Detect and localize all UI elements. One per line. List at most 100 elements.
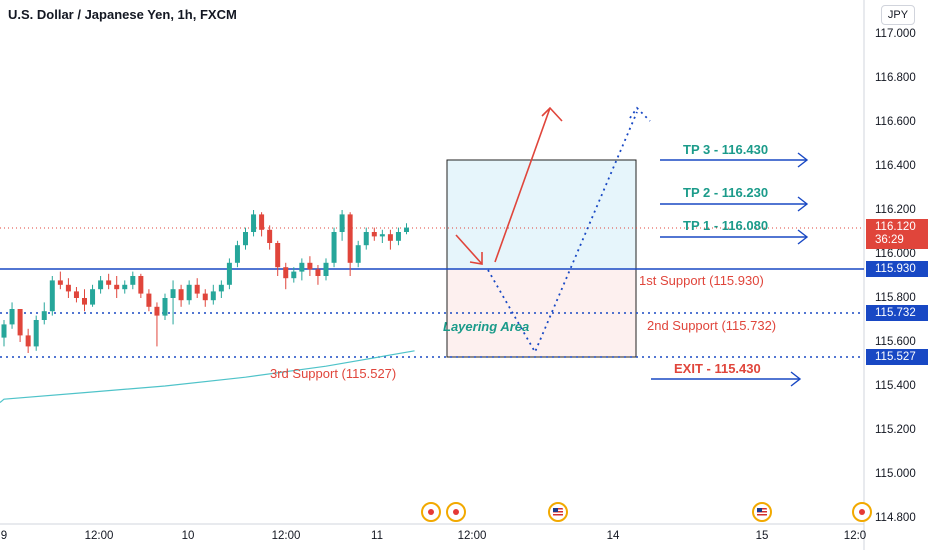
candle	[307, 256, 313, 276]
candle	[65, 278, 71, 298]
time-axis-tick: 12:00	[84, 530, 114, 542]
moving-average-line	[0, 350, 415, 403]
candle	[404, 223, 409, 235]
candle	[291, 267, 297, 283]
price-tag-support-3: 115.527	[866, 349, 928, 365]
target-zone	[446, 159, 637, 270]
candle	[315, 265, 321, 285]
candle	[122, 280, 128, 294]
support-3-label: 3rd Support (115.527)	[270, 366, 397, 381]
candle	[355, 240, 361, 268]
us-flag-event-icon[interactable]	[752, 502, 772, 522]
price-axis-tick: 114.800	[875, 512, 916, 524]
candle	[283, 262, 289, 290]
candle	[162, 293, 168, 320]
candle	[90, 284, 96, 307]
candle	[98, 276, 104, 294]
exit-arrow	[651, 371, 802, 387]
price-axis-tick: 116.000	[875, 248, 916, 260]
candle	[146, 289, 152, 312]
currency-badge[interactable]: JPY	[881, 5, 915, 25]
support-2-label: 2nd Support (115.732)	[647, 318, 777, 333]
tp3-label: TP 3 - 116.430	[683, 142, 769, 157]
candle	[73, 287, 79, 303]
price-tag-support-2: 115.732	[866, 305, 928, 321]
candle	[202, 289, 208, 307]
candle	[371, 227, 377, 241]
candle	[49, 276, 55, 316]
price-tag-current-value: 116.120	[875, 221, 916, 233]
price-tag-current: 116.120 36:29	[866, 219, 928, 249]
candle	[154, 302, 160, 347]
candle	[251, 210, 257, 237]
tp1-label: TP 1 - 116.080	[683, 218, 769, 233]
candle	[114, 276, 120, 298]
economic-event-icon[interactable]	[421, 502, 441, 522]
candle	[331, 227, 337, 268]
price-axis-tick: 115.200	[875, 424, 916, 436]
candle	[323, 258, 329, 281]
candle	[170, 280, 176, 325]
time-axis-tick: 15	[755, 530, 769, 542]
candle	[106, 273, 112, 290]
exit-label: EXIT - 115.430	[674, 361, 761, 376]
layering-area-label: Layering Area	[443, 319, 530, 334]
time-axis-tick: 10	[181, 530, 195, 542]
layering-path	[487, 106, 651, 355]
time-axis-tick: 9	[0, 530, 8, 542]
candle	[379, 229, 385, 243]
moving-average	[0, 350, 415, 403]
economic-event-icon[interactable]	[446, 502, 466, 522]
candle	[210, 284, 216, 305]
tp2-label: TP 2 - 116.230	[683, 185, 769, 200]
candle	[194, 278, 200, 298]
candle	[9, 302, 15, 329]
candle	[218, 280, 224, 298]
time-axis-tick: 11	[371, 530, 383, 542]
time-axis-tick: 12:00	[457, 530, 487, 542]
candle	[347, 212, 353, 276]
candle	[33, 315, 39, 351]
candle	[1, 320, 7, 347]
price-axis-tick: 116.600	[875, 116, 916, 128]
support-1-label: 1st Support (115.930)	[639, 273, 764, 288]
candle	[178, 284, 184, 307]
candle	[339, 210, 345, 241]
candle	[234, 240, 240, 268]
price-axis-tick: 115.000	[875, 468, 916, 480]
bullish-arrow	[494, 106, 563, 263]
price-axis-tick: 116.400	[875, 160, 916, 172]
candles	[1, 210, 409, 353]
candle	[387, 229, 393, 250]
candle	[267, 225, 273, 250]
price-axis-tick: 117.000	[875, 28, 916, 40]
candle	[186, 280, 192, 305]
candle	[138, 273, 144, 298]
time-axis-tick: 14	[606, 530, 620, 542]
candle	[17, 309, 23, 342]
candle	[130, 271, 136, 290]
price-tag-support-1: 115.930	[866, 261, 928, 277]
price-axis-tick: 115.600	[875, 336, 916, 348]
candle	[57, 271, 63, 290]
entry-arrow	[455, 234, 483, 265]
tp2-arrow	[660, 196, 809, 212]
candle	[82, 289, 87, 312]
time-axis-tick: 12:00	[271, 530, 301, 542]
price-axis-tick: 116.800	[875, 72, 916, 84]
countdown-timer: 36:29	[875, 234, 904, 246]
candle	[243, 227, 248, 250]
candle	[41, 302, 47, 325]
chart-title: U.S. Dollar / Japanese Yen, 1h, FXCM	[8, 7, 237, 22]
us-flag-event-icon[interactable]	[548, 502, 568, 522]
candle	[259, 212, 265, 237]
tp3-arrow	[660, 152, 809, 168]
candle	[395, 227, 401, 246]
candle	[275, 240, 281, 276]
candle	[363, 227, 369, 250]
candle	[299, 258, 305, 281]
candle	[226, 258, 232, 290]
economic-event-icon[interactable]	[852, 502, 872, 522]
tp1-arrow	[660, 229, 809, 245]
